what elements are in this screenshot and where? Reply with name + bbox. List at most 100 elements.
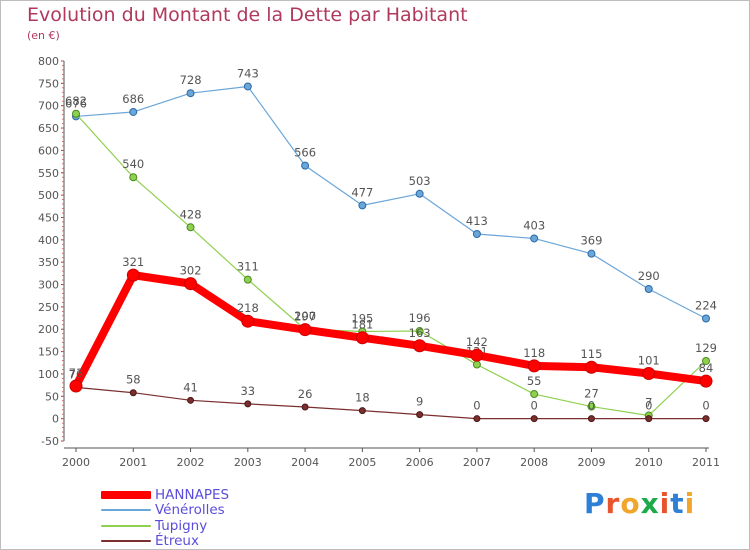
data-point-hannapes — [298, 323, 312, 337]
data-label-venerolles: 728 — [180, 73, 202, 87]
data-point-etreux — [129, 389, 137, 397]
data-label-etreux: 58 — [126, 373, 141, 387]
data-point-etreux — [645, 415, 653, 423]
data-label-hannapes: 163 — [409, 326, 431, 340]
legend-item-etreux: Étreux — [101, 533, 229, 550]
series-line-hannapes — [72, 271, 707, 388]
data-point-venerolles — [702, 314, 710, 323]
data-label-hannapes: 181 — [351, 318, 373, 332]
data-point-hannapes — [184, 277, 198, 291]
data-point-hannapes — [527, 359, 541, 373]
legend-swatch — [101, 509, 151, 512]
data-point-tupigny — [472, 360, 481, 369]
data-label-etreux: 0 — [588, 399, 595, 413]
data-point-tupigny — [415, 327, 424, 336]
data-point-etreux — [244, 400, 252, 408]
logo-letter: x — [640, 487, 660, 520]
x-tick-label: 2003 — [234, 456, 262, 469]
y-tick-label: 350 — [38, 256, 59, 269]
y-tick-label: -50 — [41, 435, 59, 448]
data-label-etreux: 26 — [298, 387, 313, 401]
x-tick-label: 2005 — [348, 456, 376, 469]
logo-letter: t — [670, 487, 685, 520]
data-label-etreux: 9 — [416, 395, 423, 409]
y-tick-label: 0 — [52, 413, 59, 426]
data-point-etreux — [301, 403, 309, 411]
data-point-tupigny — [530, 390, 539, 399]
data-point-venerolles — [644, 285, 653, 293]
logo-letter: r — [605, 487, 621, 520]
data-label-tupigny: 196 — [409, 311, 431, 325]
proxiti-logo: Proxiti — [584, 487, 695, 520]
series-line-venerolles — [75, 85, 707, 320]
data-point-venerolles — [186, 89, 195, 98]
data-label-venerolles: 369 — [580, 234, 602, 248]
data-label-tupigny: 55 — [527, 374, 542, 388]
y-tick-label: 650 — [38, 122, 59, 135]
logo-letter: i — [684, 487, 696, 520]
data-label-venerolles: 743 — [237, 66, 259, 80]
data-point-hannapes — [355, 331, 369, 345]
data-label-tupigny: 428 — [180, 207, 202, 221]
y-tick-label: 500 — [38, 189, 59, 202]
data-point-venerolles — [129, 107, 138, 116]
data-label-venerolles: 413 — [466, 214, 488, 228]
legend-item-venerolles: Vénérolles — [101, 502, 229, 518]
data-point-tupigny — [186, 223, 195, 232]
legend-label: HANNAPES — [155, 486, 230, 503]
x-tick-label: 2008 — [520, 456, 548, 469]
data-point-hannapes — [584, 360, 598, 374]
data-label-hannapes: 73 — [69, 366, 84, 380]
y-tick-label: 600 — [38, 144, 59, 157]
data-point-venerolles — [243, 82, 252, 91]
data-label-etreux: 0 — [702, 399, 709, 413]
legend: HANNAPES Vénérolles Tupigny Étreux — [101, 487, 229, 549]
data-point-etreux — [358, 407, 366, 415]
data-label-tupigny: 540 — [122, 157, 144, 171]
chart-title: Evolution du Montant de la Dette par Hab… — [27, 4, 468, 26]
legend-label: Tupigny — [155, 517, 208, 534]
x-tick-label: 2009 — [577, 456, 605, 469]
series-line-tupigny — [75, 113, 707, 417]
data-label-etreux: 0 — [531, 399, 538, 413]
data-point-hannapes — [69, 379, 83, 393]
logo-letter: o — [620, 487, 641, 520]
logo-letter: P — [584, 487, 606, 520]
unit-label: (en €) — [27, 29, 60, 42]
data-point-venerolles — [472, 230, 481, 239]
data-point-hannapes — [241, 314, 255, 328]
data-label-venerolles: 224 — [695, 299, 717, 313]
y-tick-label: 450 — [38, 211, 59, 224]
data-point-hannapes — [413, 339, 427, 353]
data-label-tupigny: 682 — [65, 94, 87, 108]
legend-label: Étreux — [155, 533, 199, 550]
legend-swatch — [101, 490, 151, 499]
data-point-tupigny — [243, 275, 252, 284]
y-tick-label: 700 — [38, 100, 59, 113]
data-label-tupigny: 311 — [237, 260, 259, 274]
data-label-venerolles: 566 — [294, 146, 316, 160]
data-point-hannapes — [126, 268, 140, 282]
data-point-etreux — [416, 411, 424, 419]
legend-swatch — [101, 524, 151, 527]
y-tick-label: 300 — [38, 279, 59, 292]
data-point-tupigny — [72, 109, 80, 118]
legend-item-hannapes: HANNAPES — [101, 487, 229, 503]
data-point-venerolles — [415, 189, 424, 198]
data-point-hannapes — [699, 374, 713, 388]
x-tick-label: 2000 — [62, 456, 90, 469]
legend-swatch — [101, 540, 151, 543]
data-label-etreux: 0 — [473, 399, 480, 413]
y-tick-label: 100 — [38, 368, 59, 381]
data-label-hannapes: 115 — [580, 347, 602, 361]
y-tick-label: 200 — [38, 323, 59, 336]
data-point-etreux — [702, 415, 710, 423]
data-point-tupigny — [702, 356, 710, 365]
data-point-hannapes — [642, 366, 656, 380]
data-label-hannapes: 218 — [237, 301, 259, 315]
data-point-hannapes — [470, 348, 484, 362]
data-label-venerolles: 290 — [638, 269, 660, 283]
y-tick-label: 750 — [38, 77, 59, 90]
